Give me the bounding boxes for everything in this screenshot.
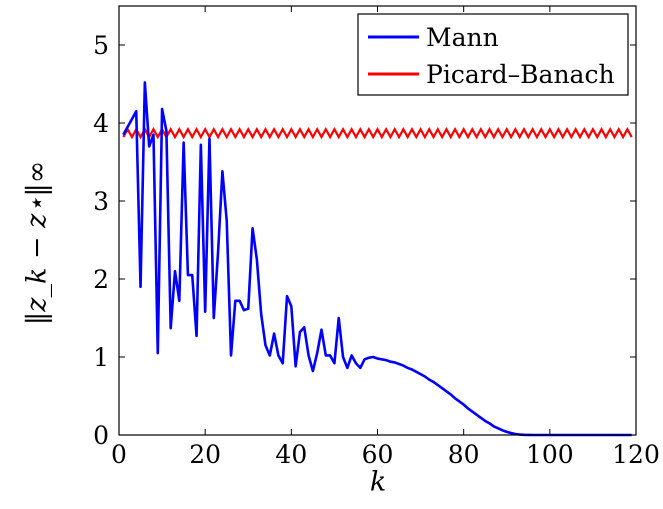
x-tick-label: 60 [362, 440, 394, 469]
y-tick-label: 1 [93, 343, 109, 372]
legend-label-picard-banach: Picard–Banach [426, 60, 615, 89]
x-tick-label: 0 [111, 440, 127, 469]
y-tick-label: 2 [93, 265, 109, 294]
y-tick-label: 3 [93, 187, 109, 216]
legend: Mann Picard–Banach [357, 13, 629, 96]
series-line-picard-banach [122, 126, 633, 140]
x-axis-label: k [370, 467, 386, 498]
x-tick-label: 20 [189, 440, 221, 469]
y-tick-label: 0 [93, 421, 109, 450]
series-layer [122, 81, 633, 437]
x-tick-label: 80 [448, 440, 480, 469]
y-tick-label: 5 [93, 31, 109, 60]
plot-frame [118, 5, 637, 436]
x-tick-label: 100 [526, 440, 574, 469]
axis-ticks: 0 20 40 60 80 100 120 0 1 2 3 4 5 [93, 6, 660, 469]
y-axis-label: ‖z_k − z⋆‖∞ [22, 161, 53, 326]
x-tick-label: 120 [612, 440, 660, 469]
legend-box [357, 13, 629, 96]
y-tick-label: 4 [93, 109, 109, 138]
x-tick-label: 40 [275, 440, 307, 469]
y-axis-label-text: ‖z_k − z⋆‖∞ [22, 161, 53, 326]
legend-label-mann: Mann [426, 23, 499, 52]
